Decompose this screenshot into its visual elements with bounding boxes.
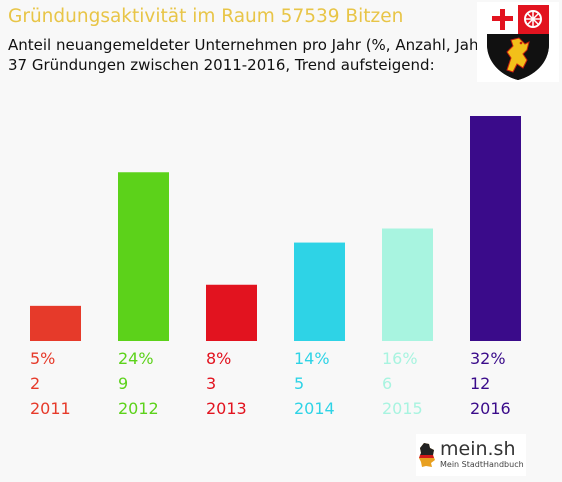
subtitle-line-1: Anteil neuangemeldeter Unternehmen pro J… bbox=[8, 36, 491, 54]
count-label-2016: 12 bbox=[470, 374, 490, 393]
logo-text: mein.sh bbox=[440, 438, 516, 460]
count-label-2013: 3 bbox=[206, 374, 216, 393]
coat-of-arms-icon bbox=[477, 2, 559, 82]
year-label-2013: 2013 bbox=[206, 399, 247, 418]
percent-label-2014: 14% bbox=[294, 349, 330, 368]
bar-2011 bbox=[30, 305, 81, 341]
year-label-2012: 2012 bbox=[118, 399, 159, 418]
count-label-2011: 2 bbox=[30, 374, 40, 393]
year-label-2014: 2014 bbox=[294, 399, 335, 418]
chart-title: Gründungsaktivität im Raum 57539 Bitzen bbox=[8, 6, 404, 27]
year-label-2011: 2011 bbox=[30, 399, 71, 418]
bar-2014 bbox=[294, 242, 345, 341]
percent-label-2012: 24% bbox=[118, 349, 154, 368]
percent-label-2011: 5% bbox=[30, 349, 55, 368]
year-label-2015: 2015 bbox=[382, 399, 423, 418]
year-label-2016: 2016 bbox=[470, 399, 511, 418]
count-label-2015: 6 bbox=[382, 374, 392, 393]
bar-2013 bbox=[206, 284, 257, 341]
subtitle-line-2: 37 Gründungen zwischen 2011-2016, Trend … bbox=[8, 56, 435, 74]
count-label-2014: 5 bbox=[294, 374, 304, 393]
percent-label-2016: 32% bbox=[470, 349, 506, 368]
chart-subtitle: Anteil neuangemeldeter Unternehmen pro J… bbox=[8, 35, 491, 75]
percent-label-2015: 16% bbox=[382, 349, 418, 368]
bar-2012 bbox=[118, 172, 169, 341]
count-label-2012: 9 bbox=[118, 374, 128, 393]
percent-label-2013: 8% bbox=[206, 349, 231, 368]
mein-sh-logo: mein.sh Mein StadtHandbuch bbox=[416, 434, 526, 476]
germany-map-icon bbox=[419, 443, 435, 467]
bar-2016 bbox=[470, 116, 521, 341]
logo-tagline: Mein StadtHandbuch bbox=[440, 460, 524, 469]
bar-2015 bbox=[382, 228, 433, 341]
